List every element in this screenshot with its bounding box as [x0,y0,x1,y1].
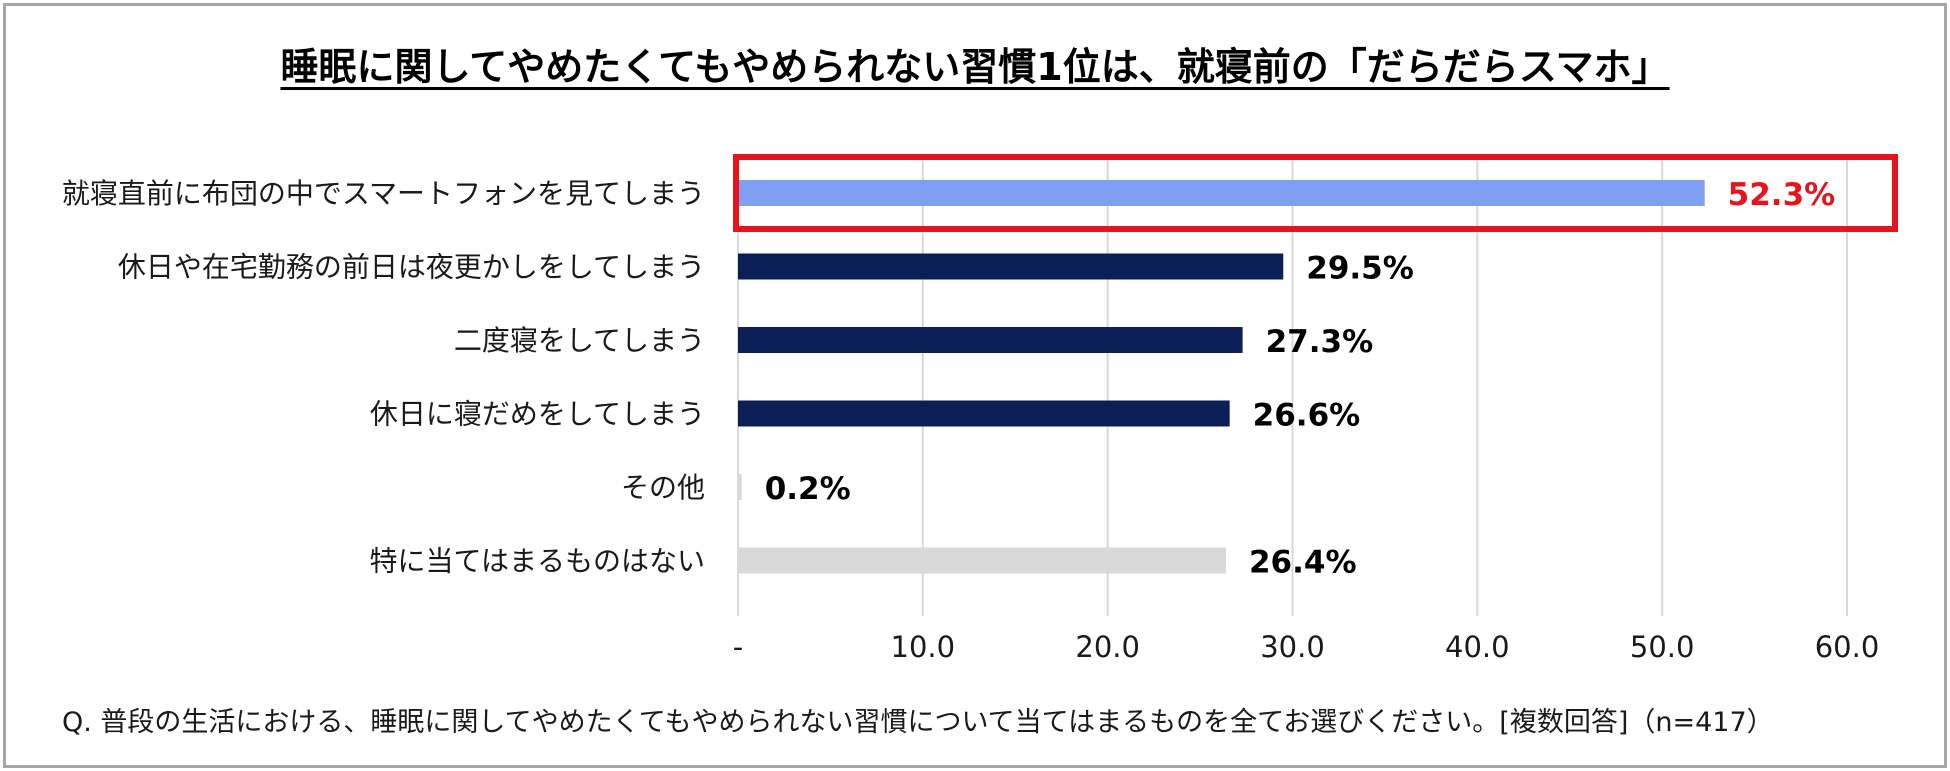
category-label: 就寝直前に布団の中でスマートフォンを見てしまう [62,177,705,210]
chart-title: 睡眠に関してやめたくてもやめられない習慣1位は、就寝前の「だらだらスマホ」 [280,45,1670,89]
category-label: その他 [621,471,705,504]
survey-question: Q. 普段の生活における、睡眠に関してやめたくてもやめられない習慣について当ては… [62,707,1774,738]
value-label: 0.2% [765,471,851,507]
x-tick-label: 10.0 [891,630,956,664]
bar [738,327,1243,353]
x-tick-label: 60.0 [1815,630,1880,664]
value-label: 27.3% [1266,324,1374,360]
x-tick-label: - [733,630,743,664]
value-label: 29.5% [1306,251,1414,287]
category-label: 特に当てはまるものはない [370,545,705,578]
x-tick-label: 40.0 [1445,630,1510,664]
category-label: 二度寝をしてしまう [454,324,705,357]
x-tick-label: 20.0 [1075,630,1140,664]
value-label: 26.4% [1249,545,1357,581]
bar [738,400,1230,427]
value-label: 52.3% [1728,177,1836,213]
bar [738,180,1705,206]
chart-frame [3,3,1947,768]
value-label: 26.6% [1253,398,1361,434]
x-tick-label: 30.0 [1260,630,1325,664]
bar [738,547,1226,574]
bar-chart: - 10.0 20.0 30.0 40.0 50.0 60.0 就寝直前に布団の中でスマートフ… [62,154,1898,664]
bar [738,474,742,500]
category-label: 休日や在宅勤務の前日は夜更かしをしてしまう [118,251,705,284]
x-tick-label: 50.0 [1630,630,1695,664]
bar [738,253,1284,280]
category-label: 休日に寝だめをしてしまう [370,398,705,431]
highlight-box [733,154,1898,232]
